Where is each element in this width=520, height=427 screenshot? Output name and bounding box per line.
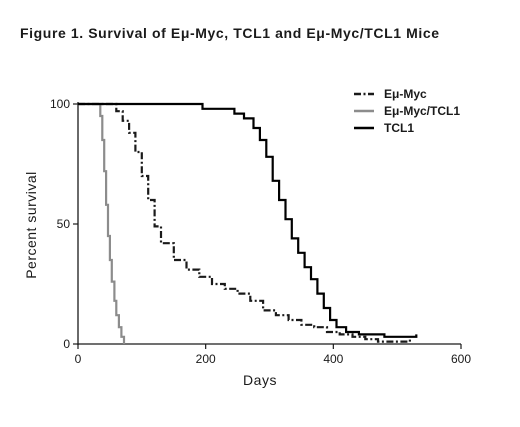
- series-line-1: [78, 102, 411, 343]
- legend-label-1: Eμ-Myc: [384, 87, 427, 101]
- y-axis-title: Percent survival: [23, 171, 39, 279]
- legend-label-3: TCL1: [384, 121, 414, 135]
- x-tick-label: 600: [451, 352, 471, 366]
- legend: Eμ-Myc Eμ-Myc/TCL1 TCL1: [354, 87, 460, 135]
- plot-area: 0 200 400 600 0 50 100: [50, 97, 471, 366]
- series-line-2: [78, 102, 126, 344]
- x-tick-label: 0: [75, 352, 82, 366]
- x-tick-label: 400: [323, 352, 343, 366]
- legend-label-2: Eμ-Myc/TCL1: [384, 104, 460, 118]
- series-line-3: [78, 102, 418, 338]
- x-tick-label: 200: [196, 352, 216, 366]
- y-tick-label: 50: [57, 217, 71, 231]
- x-axis-title: Days: [243, 372, 277, 388]
- chart-title: Figure 1. Survival of Eμ-Myc, TCL1 and E…: [20, 25, 440, 41]
- y-tick-label: 0: [63, 337, 70, 351]
- y-tick-label: 100: [50, 97, 70, 111]
